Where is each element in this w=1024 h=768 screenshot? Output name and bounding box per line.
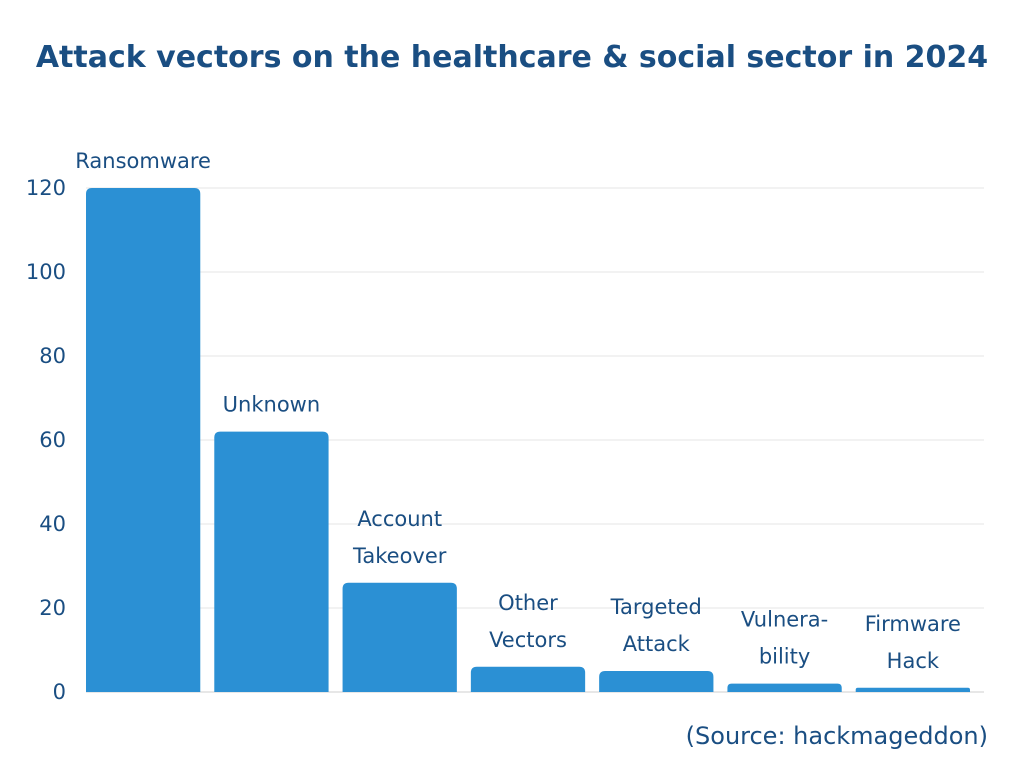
y-tick-label: 100 [26, 260, 66, 284]
bar-category-label: Attack [623, 632, 691, 656]
bar-category-label: Vectors [489, 628, 567, 652]
bar-category-label: Firmware [865, 612, 961, 636]
y-tick-label: 0 [53, 680, 66, 704]
bar-category-label: Other [498, 591, 558, 615]
bar [855, 687, 970, 692]
chart-title: Attack vectors on the healthcare & socia… [35, 40, 989, 75]
bar [599, 671, 714, 692]
source-note: (Source: hackmageddon) [685, 722, 988, 750]
bar-category-label: Hack [887, 649, 940, 673]
bar [342, 582, 457, 692]
y-tick-label: 120 [26, 176, 66, 200]
bar [727, 683, 842, 692]
bar-category-label: Unknown [223, 393, 320, 417]
bar [470, 666, 586, 692]
bar-category-label: Takeover [352, 544, 447, 568]
bar-category-label: Ransomware [75, 149, 211, 173]
y-tick-label: 20 [39, 596, 66, 620]
y-tick-label: 40 [39, 512, 66, 536]
bar [86, 188, 201, 692]
bar-category-label: Account [357, 507, 442, 531]
bar [214, 431, 329, 692]
y-tick-label: 80 [39, 344, 66, 368]
bar-category-label: Targeted [610, 595, 702, 619]
bar-category-label: bility [759, 645, 811, 669]
bar-category-label: Vulnera- [741, 608, 828, 632]
y-tick-label: 60 [39, 428, 66, 452]
